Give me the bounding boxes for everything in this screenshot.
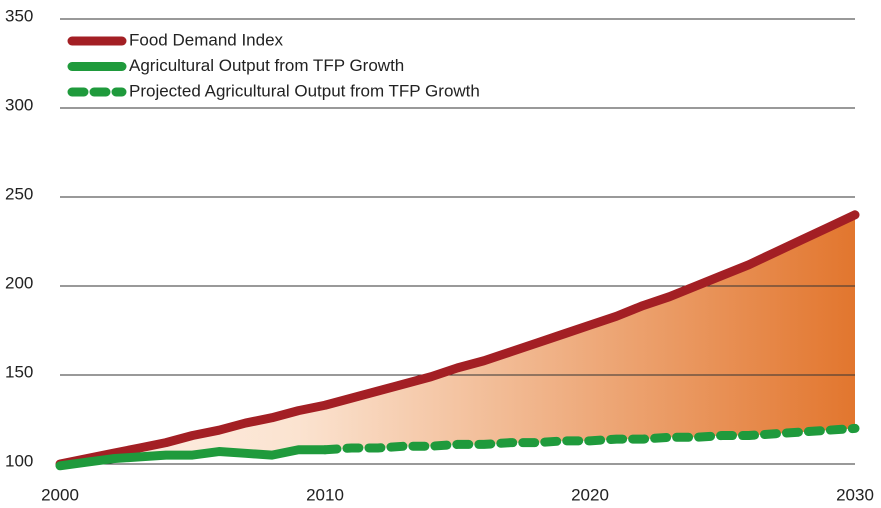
series-line [55, 445, 330, 471]
series-line [55, 210, 860, 469]
y-tick-label: 100 [5, 451, 33, 470]
legend-label: Projected Agricultural Output from TFP G… [129, 81, 480, 100]
series-line [320, 423, 860, 455]
legend-label: Food Demand Index [129, 30, 284, 49]
y-tick-label: 200 [5, 273, 33, 292]
gap-area [60, 214, 855, 466]
y-tick-label: 300 [5, 95, 33, 114]
x-tick-label: 2030 [836, 485, 874, 504]
x-tick-label: 2020 [571, 485, 609, 504]
y-tick-label: 350 [5, 6, 33, 25]
x-tick-label: 2000 [41, 485, 79, 504]
x-tick-label: 2010 [306, 485, 344, 504]
y-tick-label: 150 [5, 362, 33, 381]
legend-label: Agricultural Output from TFP Growth [129, 56, 404, 75]
y-tick-label: 250 [5, 184, 33, 203]
